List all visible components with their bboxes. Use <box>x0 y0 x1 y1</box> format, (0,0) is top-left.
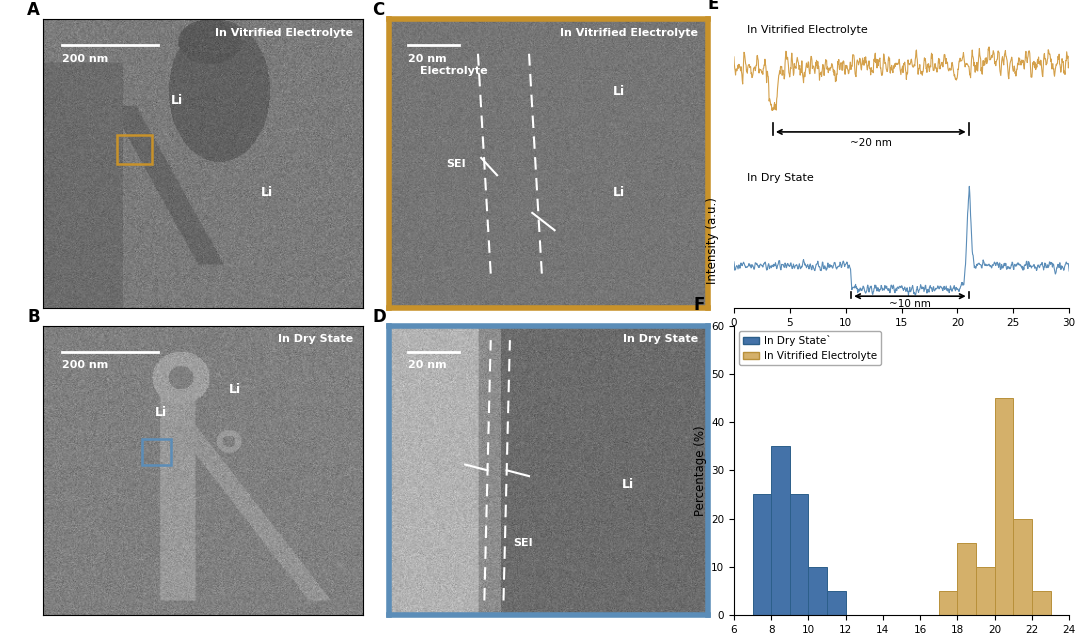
Text: ~20 nm: ~20 nm <box>850 138 892 148</box>
Text: 20 nm: 20 nm <box>407 360 446 370</box>
Text: In Vitrified Electrolyte: In Vitrified Electrolyte <box>747 25 868 35</box>
Text: In Vitrified Electrolyte: In Vitrified Electrolyte <box>215 28 353 37</box>
Bar <box>827 591 846 615</box>
Text: 200 nm: 200 nm <box>63 54 109 64</box>
Text: A: A <box>27 1 40 19</box>
Bar <box>771 446 789 615</box>
Bar <box>939 591 958 615</box>
Text: Li: Li <box>260 186 273 199</box>
Text: 20 nm: 20 nm <box>407 54 446 64</box>
Text: D: D <box>373 307 387 326</box>
Text: 200 nm: 200 nm <box>63 360 109 370</box>
Text: B: B <box>27 307 40 326</box>
Text: SEI: SEI <box>513 538 532 548</box>
Text: ~10 nm: ~10 nm <box>889 299 931 309</box>
Text: SEI: SEI <box>446 158 465 169</box>
Bar <box>958 543 976 615</box>
Text: Electrolyte: Electrolyte <box>420 66 488 76</box>
Text: In Vitrified Electrolyte: In Vitrified Electrolyte <box>561 28 699 37</box>
Text: E: E <box>707 0 718 13</box>
Text: In Dry State: In Dry State <box>623 334 699 344</box>
Text: Li: Li <box>172 94 184 107</box>
Text: Li: Li <box>229 383 241 396</box>
Bar <box>809 567 827 615</box>
Text: Li: Li <box>156 406 167 419</box>
Text: Li: Li <box>622 478 634 491</box>
Bar <box>995 398 1013 615</box>
Bar <box>753 495 771 615</box>
Y-axis label: Percentage (%): Percentage (%) <box>693 425 706 515</box>
Bar <box>1032 591 1051 615</box>
Bar <box>117 135 152 164</box>
Text: Intensity (a.u.): Intensity (a.u.) <box>706 197 719 285</box>
Text: F: F <box>693 296 705 314</box>
Text: In Dry State: In Dry State <box>278 334 353 344</box>
Text: C: C <box>373 1 384 19</box>
Text: Li: Li <box>612 85 624 98</box>
Bar <box>976 567 995 615</box>
Bar <box>789 495 809 615</box>
Text: Li: Li <box>612 186 624 199</box>
Bar <box>143 439 171 465</box>
Text: In Dry State: In Dry State <box>747 173 814 183</box>
Legend: In Dry State`, In Vitrified Electrolyte: In Dry State`, In Vitrified Electrolyte <box>739 331 881 365</box>
X-axis label: Distance (nm): Distance (nm) <box>860 332 944 345</box>
Bar <box>1013 519 1032 615</box>
